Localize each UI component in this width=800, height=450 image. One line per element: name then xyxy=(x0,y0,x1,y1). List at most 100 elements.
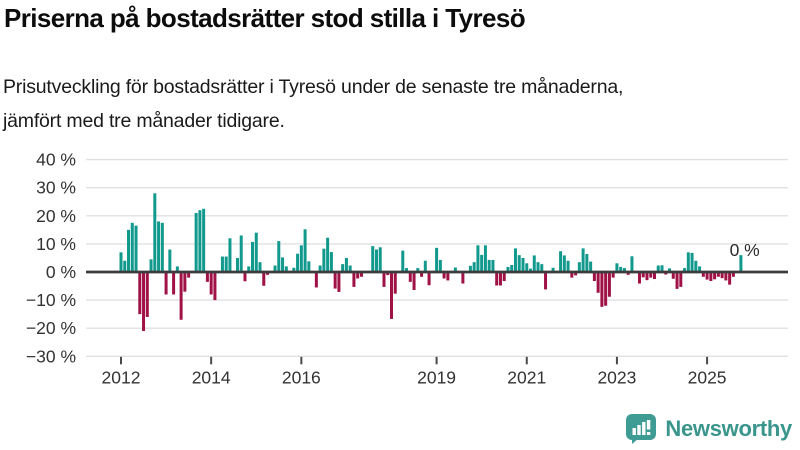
bar xyxy=(679,272,683,287)
bar xyxy=(574,272,578,276)
bar xyxy=(604,272,608,306)
bar xyxy=(656,265,660,272)
bar xyxy=(626,272,630,275)
bar xyxy=(521,257,525,272)
bar xyxy=(709,272,713,281)
bar xyxy=(536,262,540,272)
subtitle-line-2: jämfört med tre månader tidigare. xyxy=(3,110,285,132)
bar xyxy=(235,257,239,272)
bar xyxy=(378,247,382,272)
bar xyxy=(506,266,510,272)
bar xyxy=(119,252,123,272)
bar xyxy=(254,232,258,272)
bar xyxy=(581,248,585,272)
y-axis-label: 30 % xyxy=(36,178,76,198)
bar xyxy=(386,272,390,276)
bar xyxy=(194,212,198,272)
y-axis-label: 20 % xyxy=(36,206,76,226)
bar xyxy=(420,272,424,277)
y-axis-label: 40 % xyxy=(36,150,76,170)
bar xyxy=(705,272,709,280)
bar xyxy=(483,245,487,273)
bar xyxy=(442,272,446,279)
bar xyxy=(326,237,330,272)
bar xyxy=(652,272,656,280)
bar xyxy=(686,252,690,272)
bar xyxy=(393,272,397,294)
bar xyxy=(160,222,164,272)
bar xyxy=(600,272,604,307)
bar xyxy=(209,272,213,295)
bar xyxy=(513,248,517,272)
bar xyxy=(356,272,360,279)
bar xyxy=(461,272,465,284)
bar xyxy=(258,262,262,272)
bar xyxy=(382,272,386,287)
bar xyxy=(277,241,281,272)
x-axis-label: 2021 xyxy=(507,367,546,387)
bar xyxy=(134,225,138,272)
bar xyxy=(247,266,251,272)
bar xyxy=(164,272,168,295)
bar xyxy=(344,257,348,272)
bar xyxy=(149,259,153,272)
bar xyxy=(502,272,506,281)
bar xyxy=(266,272,270,275)
bar xyxy=(333,272,337,289)
bar xyxy=(495,272,499,286)
bar xyxy=(348,265,352,272)
page-title: Priserna på bostadsrätter stod stilla i … xyxy=(4,3,526,33)
newsworthy-wordmark: Newsworthy xyxy=(665,415,792,441)
bar xyxy=(220,256,224,273)
bar xyxy=(660,265,664,272)
bar xyxy=(224,256,228,273)
bar xyxy=(641,272,645,278)
bar xyxy=(671,272,675,279)
bar xyxy=(637,272,641,284)
bar-chart-canvas: 40 % 30 % 20 % 10 % 0 % −10 % −20 % −30 % 2012 20… xyxy=(26,150,788,387)
bar xyxy=(175,266,179,272)
bar xyxy=(607,272,611,297)
bar xyxy=(529,268,533,272)
bar xyxy=(337,272,341,292)
bar xyxy=(592,272,596,281)
bar xyxy=(438,259,442,272)
bar xyxy=(168,249,172,272)
bar xyxy=(701,272,705,277)
x-axis-label: 2014 xyxy=(192,367,231,387)
bar xyxy=(611,272,615,278)
bar xyxy=(371,246,375,272)
bar xyxy=(544,272,548,290)
bar xyxy=(281,257,285,272)
bar xyxy=(622,268,626,272)
x-axis-label: 2025 xyxy=(688,367,727,387)
bar xyxy=(562,255,566,272)
subtitle-line-1: Prisutveckling för bostadsrätter i Tyres… xyxy=(3,76,624,98)
bar xyxy=(453,267,457,272)
bar xyxy=(123,260,127,272)
bar xyxy=(728,272,732,285)
bar xyxy=(416,268,420,272)
bar xyxy=(262,272,266,286)
bar xyxy=(405,268,409,272)
bar xyxy=(487,259,491,272)
bar xyxy=(480,254,484,272)
bar xyxy=(183,272,187,292)
bar xyxy=(329,252,333,272)
newsworthy-logo-icon xyxy=(626,414,657,444)
newsworthy-logo[interactable]: Newsworthy xyxy=(625,413,792,444)
bar xyxy=(303,229,307,272)
bar xyxy=(649,272,653,278)
bar xyxy=(318,265,322,272)
bar xyxy=(570,272,574,278)
bar xyxy=(374,249,378,272)
bar xyxy=(731,272,735,277)
bar xyxy=(716,272,720,277)
bar xyxy=(585,254,589,272)
y-axis-label: −10 % xyxy=(26,290,76,310)
bar xyxy=(390,272,393,319)
latest-value-annotation: 0 % xyxy=(730,240,760,260)
bar xyxy=(645,272,649,281)
x-axis-label: 2016 xyxy=(282,367,321,387)
